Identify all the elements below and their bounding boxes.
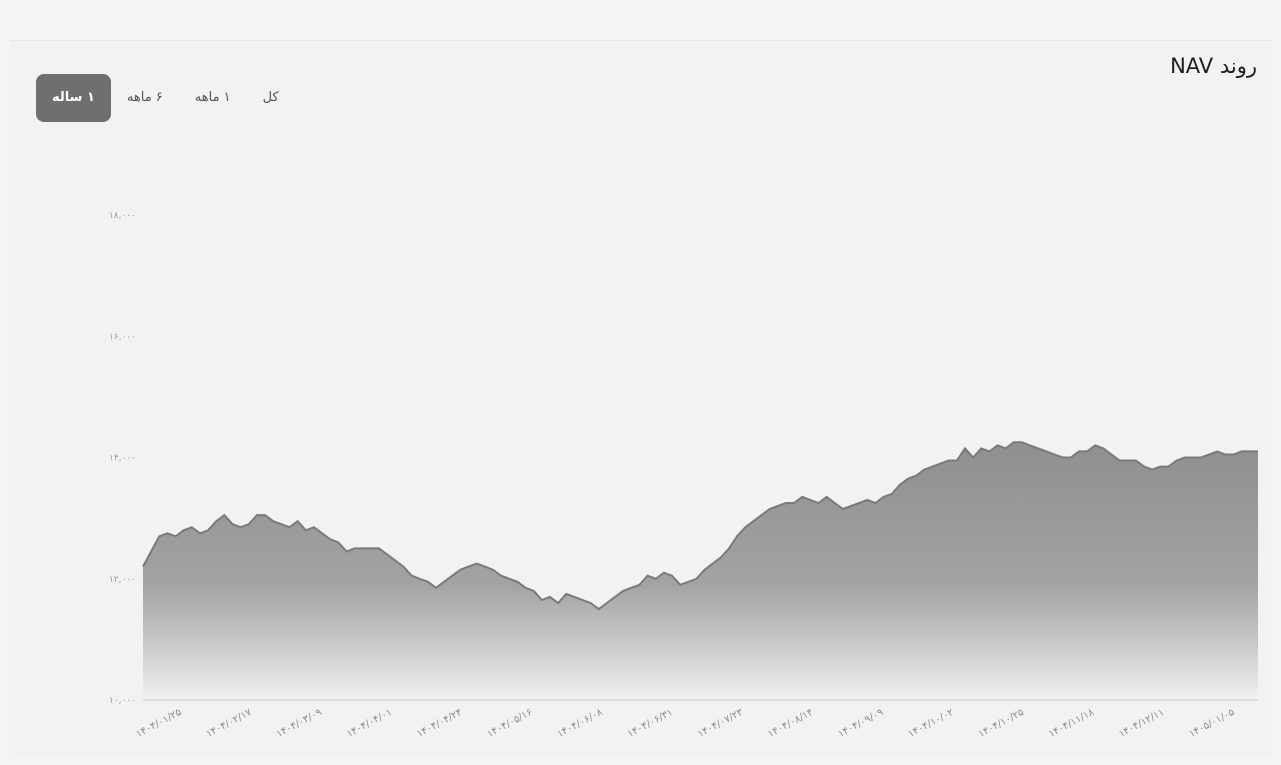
y-tick-label: ۱۰,۰۰۰ <box>109 696 136 706</box>
range-tab-6-months[interactable]: ۶ ماهه <box>126 90 163 105</box>
x-tick-label: ۱۴۰۴/۰۹/۰۹ <box>836 707 885 740</box>
y-tick-label: ۱۶,۰۰۰ <box>109 332 136 342</box>
range-tab-1-month[interactable]: ۱ ماهه <box>194 90 231 105</box>
y-tick-label: ۱۸,۰۰۰ <box>109 211 136 221</box>
x-tick-label: ۱۴۰۴/۰۳/۰۹ <box>275 707 324 740</box>
x-tick-label: ۱۴۰۴/۰۴/۰۱ <box>345 707 394 740</box>
x-tick-label: ۱۴۰۵/۰۱/۰۵ <box>1187 707 1236 740</box>
x-tick-label: ۱۴۰۴/۰۷/۲۳ <box>696 707 746 740</box>
nav-area <box>143 442 1258 700</box>
x-tick-label: ۱۴۰۴/۰۴/۲۴ <box>415 707 464 740</box>
range-tab-all[interactable]: کل <box>262 90 279 105</box>
y-axis: ۱۰,۰۰۰ ۱۲,۰۰۰ ۱۴,۰۰۰ ۱۶,۰۰۰ ۱۸,۰۰۰ <box>109 211 136 706</box>
x-tick-label: ۱۴۰۴/۰۶/۰۸ <box>556 707 606 740</box>
x-tick-label: ۱۴۰۴/۰۸/۱۴ <box>766 707 815 740</box>
x-tick-label: ۱۴۰۴/۱۰/۲۵ <box>977 707 1026 740</box>
range-tab-1-year[interactable]: ۱ ساله <box>36 74 111 122</box>
x-tick-label: ۱۴۰۴/۰۱/۲۵ <box>134 707 183 740</box>
x-tick-label: ۱۴۰۴/۰۵/۱۶ <box>485 707 534 740</box>
y-tick-label: ۱۴,۰۰۰ <box>109 454 136 464</box>
y-tick-label: ۱۲,۰۰۰ <box>109 575 136 585</box>
x-tick-label: ۱۴۰۴/۱۱/۱۸ <box>1047 707 1097 740</box>
x-axis: ۱۴۰۴/۰۱/۲۵ ۱۴۰۴/۰۲/۱۷ ۱۴۰۴/۰۳/۰۹ ۱۴۰۴/۰۴/۰۱… <box>134 707 1236 740</box>
x-tick-label: ۱۴۰۴/۰۶/۳۱ <box>626 707 675 740</box>
range-selector: کل ۱ ماهه ۶ ماهه ۱ ساله <box>36 74 295 122</box>
x-tick-label: ۱۴۰۴/۱۰/۰۲ <box>907 707 956 740</box>
nav-line <box>142 441 1258 611</box>
x-tick-label: ۱۴۰۴/۱۲/۱۱ <box>1117 707 1166 740</box>
chart-title: روند NAV <box>1170 54 1257 78</box>
x-tick-label: ۱۴۰۴/۰۲/۱۷ <box>205 707 255 740</box>
